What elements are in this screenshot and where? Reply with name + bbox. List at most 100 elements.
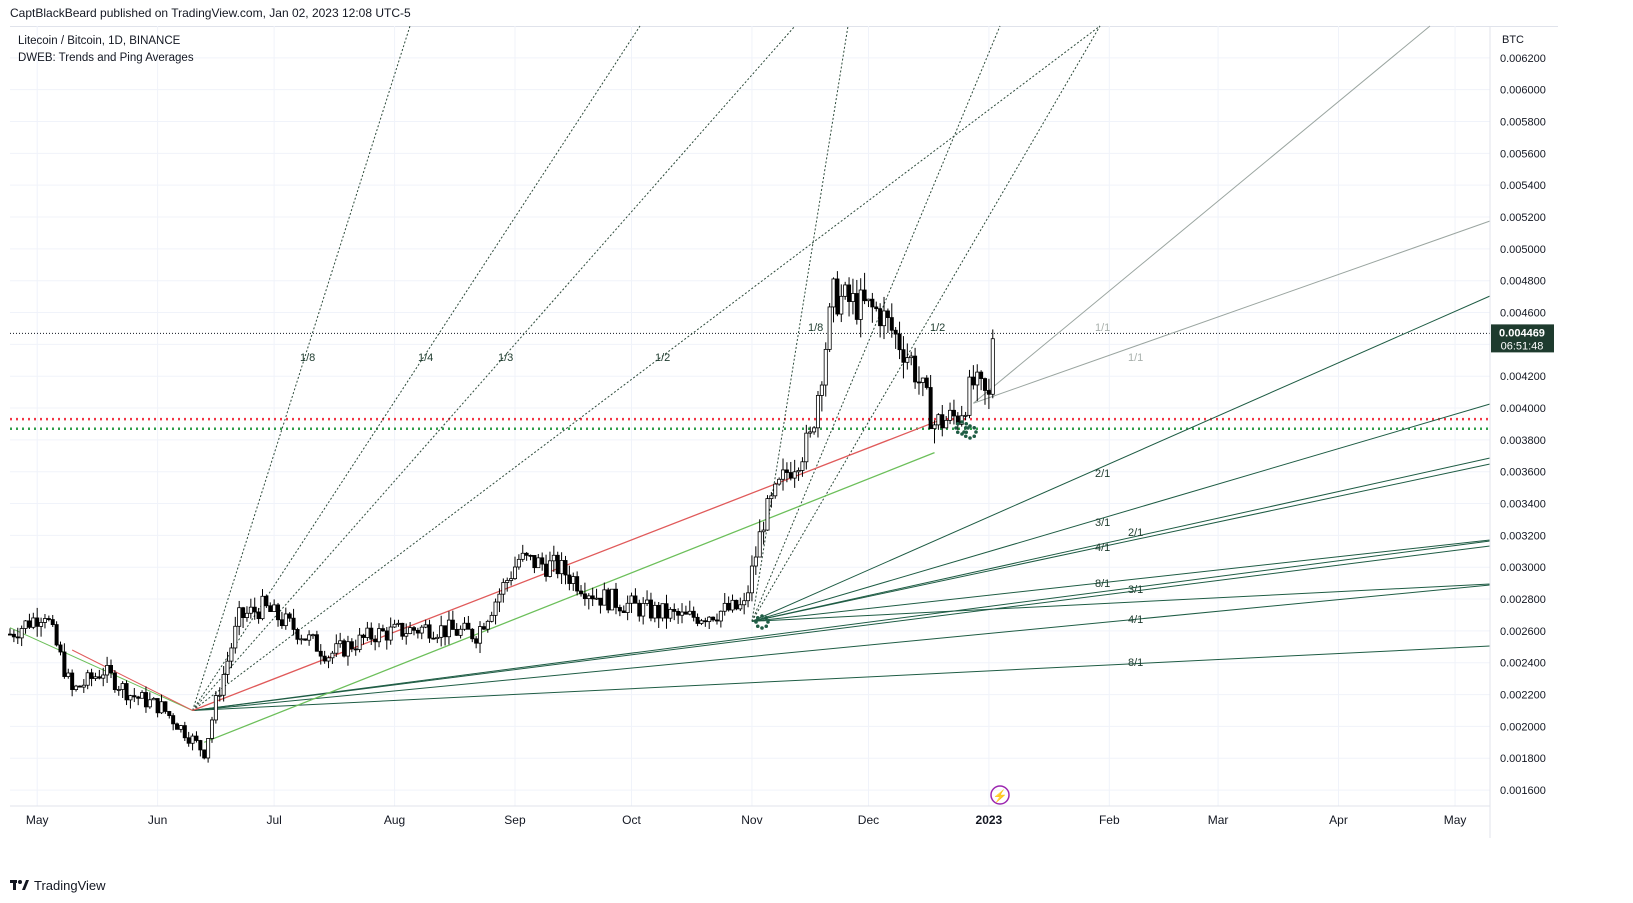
candle-body <box>920 377 925 383</box>
y-tick-label: 0.005200 <box>1500 212 1546 224</box>
candle-body <box>260 595 265 620</box>
candle-body <box>128 695 133 701</box>
candle-body <box>256 611 261 620</box>
candle-body <box>213 695 218 721</box>
candle-body <box>699 620 704 624</box>
candle-body <box>532 555 537 569</box>
candle-body <box>784 469 789 473</box>
candle-body <box>89 672 94 679</box>
candle-body <box>384 630 389 641</box>
candle-body <box>27 620 32 628</box>
ping-marker-dot <box>963 434 968 439</box>
candle-body <box>427 624 432 639</box>
candle-body <box>951 409 956 417</box>
candle-body <box>878 308 883 327</box>
candle-body <box>225 660 230 675</box>
candle-body <box>155 698 160 714</box>
candle-body <box>19 628 24 639</box>
candle-body <box>819 384 824 396</box>
candle-body <box>625 602 630 613</box>
candle-body <box>761 529 766 533</box>
candle-body <box>314 634 319 652</box>
candle-body <box>431 637 436 640</box>
fan-label-right: 2/1 <box>1128 527 1143 539</box>
chart-frame[interactable] <box>10 26 1558 839</box>
candle-body <box>291 617 296 630</box>
candle-body <box>307 634 312 641</box>
ping-marker-dot <box>764 615 769 620</box>
candle-body <box>229 647 234 662</box>
candle-body <box>439 625 444 638</box>
last-price-label: 0.004469 <box>1499 327 1545 339</box>
publisher-line: CaptBlackBeard published on TradingView.… <box>10 6 411 20</box>
price-axis: 0.001600 0.001800 0.002000 0.002200 0.002400… <box>1489 26 1554 838</box>
candle-body <box>268 605 273 612</box>
candle-body <box>470 628 475 640</box>
candle-body <box>804 432 809 463</box>
green-ping-line <box>9 627 193 711</box>
candles <box>7 271 995 763</box>
candle-body <box>50 619 55 625</box>
ping-marker-dot <box>754 620 758 624</box>
candle-body <box>345 641 350 657</box>
candle-body <box>209 719 214 739</box>
candle-body <box>656 604 661 619</box>
candle-body <box>120 683 125 690</box>
candle-body <box>722 602 727 612</box>
candle-body <box>74 685 79 690</box>
fan-line-nov <box>751 403 1491 622</box>
fan-line-june-dotted <box>192 25 641 711</box>
candle-body <box>171 715 176 725</box>
candle-body <box>415 629 420 634</box>
x-tick-label: Apr <box>1329 813 1348 827</box>
candle-body <box>544 563 549 577</box>
candle-body <box>373 638 378 643</box>
ping-marker-dot <box>755 615 760 620</box>
tradingview-brand: TradingView <box>34 877 106 893</box>
candle-body <box>897 333 902 351</box>
candle-body <box>159 701 164 714</box>
candle-body <box>831 278 836 308</box>
candle-body <box>586 595 591 600</box>
fan-label-right: 3/1 <box>1095 517 1110 529</box>
lightning-glyph: ⚡ <box>993 789 1008 803</box>
indicator-title: DWEB: Trends and Ping Averages <box>18 52 194 64</box>
y-tick-label: 0.002200 <box>1500 690 1546 702</box>
y-tick-label: 0.005600 <box>1500 148 1546 160</box>
candle-body <box>703 620 708 623</box>
candle-body <box>217 694 222 697</box>
fan-label-right: 2/1 <box>1095 468 1110 480</box>
candle-body <box>885 310 890 318</box>
candle-body <box>563 560 568 576</box>
candle-body <box>567 574 572 584</box>
candle-body <box>882 310 887 327</box>
fan-label-nov: 1/8 <box>808 322 823 334</box>
y-tick-label: 0.005000 <box>1500 244 1546 256</box>
candle-body <box>579 590 584 595</box>
candle-body <box>287 613 292 619</box>
fan-line-june <box>192 545 1491 711</box>
candle-body <box>835 278 840 315</box>
candle-body <box>711 616 716 621</box>
candle-body <box>742 600 747 606</box>
x-tick-label: Oct <box>622 813 641 827</box>
last-price-badge <box>1491 324 1554 353</box>
candle-body <box>85 672 90 686</box>
chart-legend: Litecoin / Bitcoin, 1D, BINANCE DWEB: Tr… <box>18 33 194 67</box>
candle-body <box>870 298 875 308</box>
fan-line-nov <box>751 583 1491 622</box>
x-tick-label: Feb <box>1099 813 1120 827</box>
candle-body <box>571 576 576 584</box>
candle-body <box>707 616 712 623</box>
candle-body <box>194 735 199 741</box>
candle-body <box>136 696 141 699</box>
ping-marker-dot <box>954 426 958 430</box>
candle-body <box>610 588 615 611</box>
ping-marker-dot <box>764 624 769 629</box>
tradingview-footer[interactable]: TradingView <box>10 875 106 895</box>
fan-line-june-dotted <box>192 25 411 711</box>
candle-body <box>547 560 552 577</box>
candle-body <box>31 617 36 628</box>
candle-body <box>408 627 413 635</box>
